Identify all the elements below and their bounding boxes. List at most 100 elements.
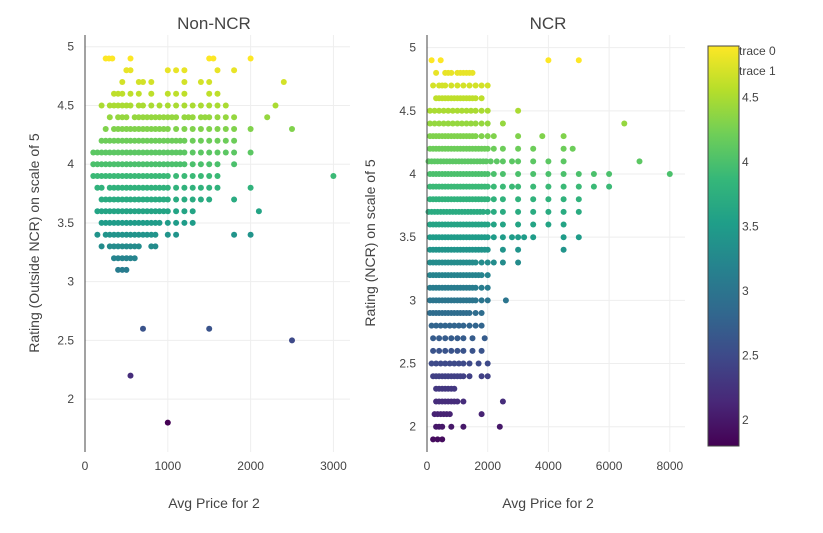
data-point[interactable] <box>468 120 474 127</box>
data-point[interactable] <box>206 184 213 191</box>
data-point[interactable] <box>560 196 567 203</box>
data-point[interactable] <box>102 208 109 215</box>
data-point[interactable] <box>119 114 126 121</box>
data-point[interactable] <box>499 158 506 165</box>
data-point[interactable] <box>428 57 435 64</box>
data-point[interactable] <box>472 284 479 291</box>
data-point[interactable] <box>460 360 467 367</box>
data-point[interactable] <box>515 246 522 253</box>
data-point[interactable] <box>206 325 213 332</box>
data-point[interactable] <box>119 173 126 179</box>
data-point[interactable] <box>156 102 163 109</box>
data-point[interactable] <box>560 246 567 253</box>
data-point[interactable] <box>478 120 485 127</box>
data-point[interactable] <box>160 149 167 156</box>
data-point[interactable] <box>148 196 155 203</box>
data-point[interactable] <box>490 196 497 203</box>
data-point[interactable] <box>127 90 134 97</box>
data-point[interactable] <box>439 436 446 443</box>
data-point[interactable] <box>131 126 138 132</box>
data-point[interactable] <box>560 208 567 215</box>
data-point[interactable] <box>98 137 105 144</box>
data-point[interactable] <box>231 126 238 132</box>
data-point[interactable] <box>106 196 113 203</box>
data-point[interactable] <box>478 272 485 279</box>
data-point[interactable] <box>144 149 151 156</box>
data-point[interactable] <box>449 120 456 127</box>
data-point[interactable] <box>560 171 567 177</box>
data-point[interactable] <box>115 255 122 262</box>
data-point[interactable] <box>515 145 522 152</box>
data-point[interactable] <box>499 234 506 241</box>
data-point[interactable] <box>181 149 188 156</box>
data-point[interactable] <box>255 208 262 215</box>
data-point[interactable] <box>560 145 567 152</box>
data-point[interactable] <box>484 171 491 177</box>
data-point[interactable] <box>173 231 180 238</box>
data-point[interactable] <box>189 126 196 132</box>
data-point[interactable] <box>111 90 117 97</box>
data-point[interactable] <box>123 149 130 156</box>
data-point[interactable] <box>454 107 461 114</box>
data-point[interactable] <box>428 322 435 329</box>
data-point[interactable] <box>606 171 613 177</box>
data-point[interactable] <box>499 246 506 253</box>
data-point[interactable] <box>210 55 217 62</box>
data-point[interactable] <box>560 183 567 190</box>
data-point[interactable] <box>127 67 134 74</box>
data-point[interactable] <box>164 184 171 191</box>
data-point[interactable] <box>160 161 167 168</box>
data-point[interactable] <box>545 171 552 177</box>
data-point[interactable] <box>156 173 163 179</box>
data-point[interactable] <box>135 90 142 97</box>
data-point[interactable] <box>119 255 126 262</box>
data-point[interactable] <box>515 171 522 177</box>
data-point[interactable] <box>433 69 440 76</box>
data-point[interactable] <box>222 126 229 132</box>
data-point[interactable] <box>181 90 188 97</box>
data-point[interactable] <box>189 184 196 191</box>
data-point[interactable] <box>206 126 213 132</box>
data-point[interactable] <box>466 310 473 316</box>
data-point[interactable] <box>115 208 122 215</box>
data-point[interactable] <box>102 161 109 168</box>
data-point[interactable] <box>446 322 453 329</box>
data-point[interactable] <box>115 173 122 179</box>
legend-item-trace-1[interactable]: trace 1 <box>739 64 776 78</box>
data-point[interactable] <box>448 347 455 354</box>
data-point[interactable] <box>152 231 159 238</box>
data-point[interactable] <box>636 158 643 165</box>
data-point[interactable] <box>115 243 122 250</box>
data-point[interactable] <box>247 126 254 132</box>
data-point[interactable] <box>102 149 109 156</box>
data-point[interactable] <box>144 126 151 132</box>
data-point[interactable] <box>140 184 146 191</box>
data-point[interactable] <box>135 196 142 203</box>
data-point[interactable] <box>478 133 485 140</box>
data-point[interactable] <box>160 114 167 121</box>
data-point[interactable] <box>206 55 213 62</box>
data-point[interactable] <box>509 234 515 241</box>
data-point[interactable] <box>460 322 467 329</box>
data-point[interactable] <box>119 79 126 85</box>
data-point[interactable] <box>478 310 485 316</box>
data-point[interactable] <box>148 90 155 97</box>
data-point[interactable] <box>152 161 159 168</box>
data-point[interactable] <box>102 219 109 226</box>
data-point[interactable] <box>94 208 101 215</box>
data-point[interactable] <box>466 82 473 89</box>
data-point[interactable] <box>460 347 467 354</box>
data-point[interactable] <box>289 337 295 344</box>
data-point[interactable] <box>98 173 105 179</box>
data-point[interactable] <box>135 184 142 191</box>
data-point[interactable] <box>173 219 180 226</box>
data-point[interactable] <box>181 137 188 144</box>
data-point[interactable] <box>102 196 109 203</box>
data-point[interactable] <box>160 196 167 203</box>
data-point[interactable] <box>160 208 167 215</box>
data-point[interactable] <box>222 102 229 109</box>
data-point[interactable] <box>115 102 122 109</box>
data-point[interactable] <box>131 231 138 238</box>
data-point[interactable] <box>478 297 485 304</box>
data-point[interactable] <box>152 114 159 121</box>
